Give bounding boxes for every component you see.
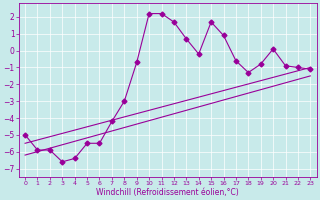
X-axis label: Windchill (Refroidissement éolien,°C): Windchill (Refroidissement éolien,°C) xyxy=(96,188,239,197)
